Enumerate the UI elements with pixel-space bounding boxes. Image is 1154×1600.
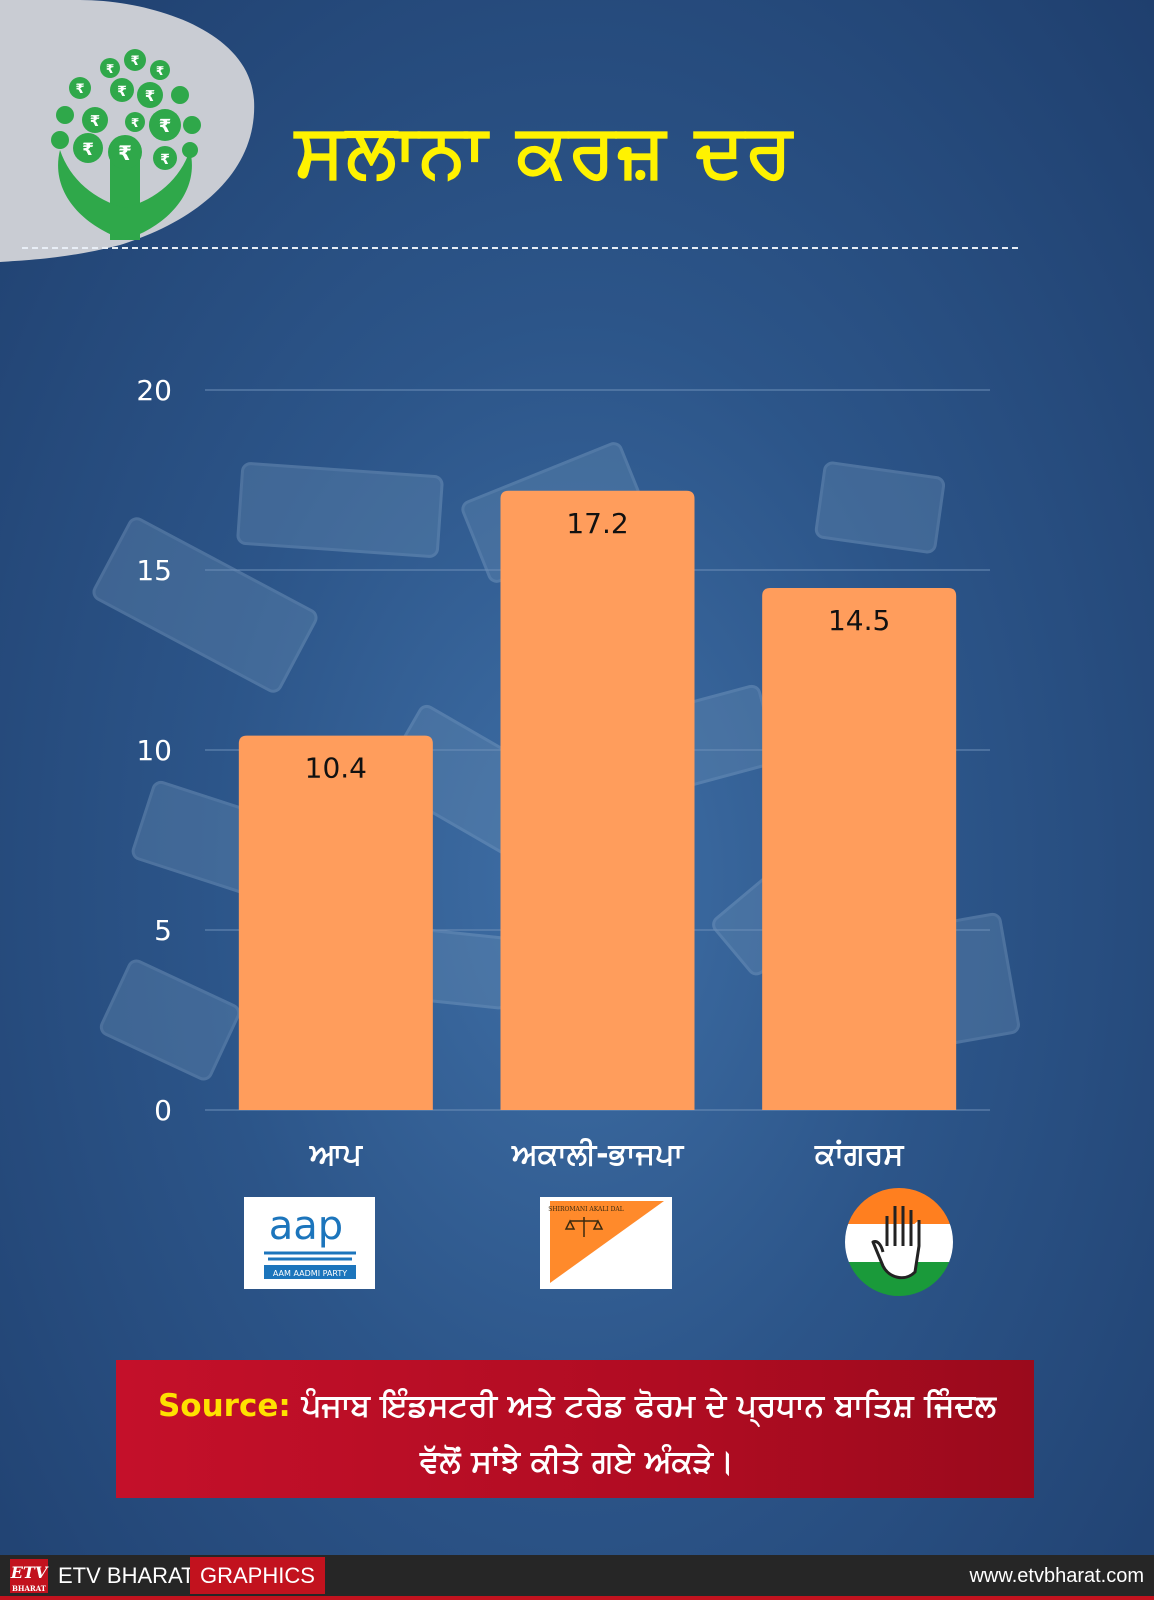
footer-bar: ETV BHARAT ETV BHARAT GRAPHICS www.etvbha… <box>0 1555 1154 1600</box>
y-tick-label: 0 <box>154 1094 172 1127</box>
y-tick-label: 20 <box>136 374 172 407</box>
y-tick-label: 5 <box>154 914 172 947</box>
corner-decoration <box>0 0 255 262</box>
svg-text:₹: ₹ <box>75 82 84 97</box>
svg-text:₹: ₹ <box>90 112 100 130</box>
y-tick-label: 10 <box>136 734 172 767</box>
aap-logo: aap AAM AADMI PARTY <box>244 1197 375 1289</box>
bar <box>238 735 433 1110</box>
page-title: ਸਲਾਨਾ ਕਰਜ਼ ਦਰ <box>295 108 794 194</box>
bar-value-label: 17.2 <box>566 507 628 540</box>
category-label: ਅਕਾਲੀ-ਭਾਜਪਾ <box>511 1137 685 1172</box>
svg-text:₹: ₹ <box>159 116 172 137</box>
svg-text:₹: ₹ <box>145 87 155 105</box>
akali-dal-logo: SHIROMANI AKALI DAL <box>540 1197 672 1289</box>
y-tick-label: 15 <box>136 554 172 587</box>
svg-text:₹: ₹ <box>131 116 139 130</box>
svg-text:SHIROMANI AKALI DAL: SHIROMANI AKALI DAL <box>548 1206 623 1213</box>
svg-text:₹: ₹ <box>160 152 170 168</box>
congress-hand-logo <box>845 1188 953 1296</box>
source-label: Source: <box>157 1388 291 1424</box>
svg-text:₹: ₹ <box>82 140 94 160</box>
category-label: ਕਾਂਗਰਸ <box>814 1137 904 1172</box>
source-text: ਪੰਜਾਬ ਇੰਡਸਟਰੀ ਅਤੇ ਟਰੇਡ ਫੋਰਮ ਦੇ ਪ੍ਰਧਾਨ ਬਾ… <box>301 1388 996 1480</box>
bar-value-label: 10.4 <box>305 752 367 785</box>
money-tree-icon: ₹₹ ₹ ₹ ₹ ₹ ₹ ₹₹ ₹ ₹ ₹ <box>51 49 201 240</box>
website-link: www.etvbharat.com <box>969 1565 1144 1587</box>
svg-text:₹: ₹ <box>156 64 164 78</box>
svg-text:aap: aap <box>269 1203 343 1249</box>
bar-chart: 0 5 10 15 20 10.4 17.2 14.5 ਆਪ ਅਕਾਲੀ-ਭਾਜਪਾ ਕਾਂਗਰ… <box>136 374 990 1172</box>
category-label: ਆਪ <box>309 1137 364 1172</box>
bar <box>500 490 695 1110</box>
svg-text:₹: ₹ <box>117 84 127 100</box>
svg-text:AAM AADMI PARTY: AAM AADMI PARTY <box>273 1269 347 1278</box>
svg-text:₹: ₹ <box>118 141 132 165</box>
etv-logo: ETV BHARAT <box>10 1559 48 1593</box>
svg-text:₹: ₹ <box>130 54 139 69</box>
svg-text:₹: ₹ <box>106 62 114 76</box>
graphics-tag: GRAPHICS <box>190 1557 325 1594</box>
dashed-divider <box>22 247 1018 249</box>
bar <box>762 588 957 1110</box>
bar-value-label: 14.5 <box>828 604 890 637</box>
source-note: Source: ਪੰਜਾਬ ਇੰਡਸਟਰੀ ਅਤੇ ਟਰੇਡ ਫੋਰਮ ਦੇ ਪ… <box>116 1360 1034 1498</box>
brand-name: ETV BHARAT <box>58 1563 195 1588</box>
